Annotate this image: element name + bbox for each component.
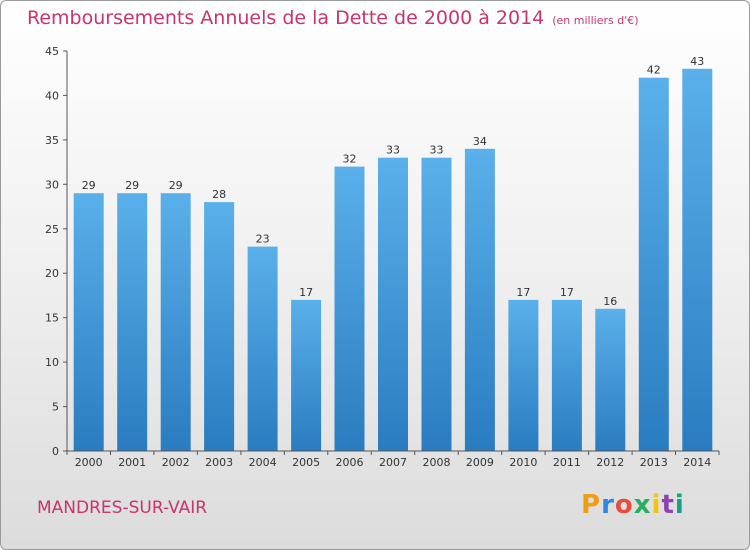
data-label-2003: 28 <box>212 188 226 201</box>
bar-2006 <box>334 166 365 451</box>
y-tick-label-25: 25 <box>45 223 59 236</box>
data-label-2010: 17 <box>516 286 530 299</box>
bar-2007 <box>378 157 408 451</box>
data-label-2008: 33 <box>430 144 444 157</box>
data-labels-group: 29 29 29 28 23 17 32 33 33 34 17 17 16 42 43 <box>82 55 705 308</box>
x-tick-label-2008: 2008 <box>423 456 451 469</box>
x-tick-label-2012: 2012 <box>596 456 624 469</box>
bar-2014 <box>682 68 713 452</box>
x-tick-label-2005: 2005 <box>292 456 320 469</box>
bars-group <box>73 68 713 452</box>
x-tick-label-2014: 2014 <box>683 456 711 469</box>
data-label-2002: 29 <box>169 179 183 192</box>
y-tick-label-30: 30 <box>45 178 59 191</box>
bar-2013 <box>638 77 669 451</box>
data-label-2009: 34 <box>473 135 487 148</box>
x-tick-label-2010: 2010 <box>509 456 537 469</box>
y-tick-label-10: 10 <box>45 356 59 369</box>
x-tick-label-2007: 2007 <box>379 456 407 469</box>
bar-2002 <box>160 193 191 451</box>
logo-letter: x <box>633 490 652 520</box>
axes-group: 2000 2001 2002 2003 2004 2005 2006 2007 2008 2009… <box>45 45 720 469</box>
data-label-2012: 16 <box>603 295 617 308</box>
bar-2010 <box>508 299 539 451</box>
proxiti-logo[interactable]: Proxiti <box>581 490 685 520</box>
y-tick-label-40: 40 <box>45 89 59 102</box>
x-tick-label-2009: 2009 <box>466 456 494 469</box>
bar-2000 <box>73 193 104 451</box>
x-tick-label-2000: 2000 <box>75 456 103 469</box>
logo-letter: i <box>651 490 662 520</box>
y-tick-label-20: 20 <box>45 267 59 280</box>
place-name: MANDRES-SUR-VAIR <box>37 498 208 518</box>
data-label-2005: 17 <box>299 286 313 299</box>
data-label-2014: 43 <box>690 55 704 68</box>
logo-letter: o <box>614 490 634 520</box>
data-label-2007: 33 <box>386 144 400 157</box>
y-tick-label-45: 45 <box>45 45 59 58</box>
logo-letter: i <box>674 490 685 520</box>
y-tick-label-0: 0 <box>52 445 59 458</box>
bar-2001 <box>117 193 148 451</box>
data-label-2006: 32 <box>343 153 357 166</box>
bar-2003 <box>204 202 235 451</box>
bar-2004 <box>247 246 278 451</box>
data-label-2001: 29 <box>125 179 139 192</box>
data-label-2013: 42 <box>647 64 661 77</box>
data-label-2000: 29 <box>82 179 96 192</box>
x-tick-label-2003: 2003 <box>205 456 233 469</box>
logo-letter: r <box>601 490 615 520</box>
bar-2008 <box>421 157 452 451</box>
chart-subtitle: (en milliers d'€) <box>552 14 639 27</box>
x-tick-label-2006: 2006 <box>336 456 364 469</box>
data-label-2011: 17 <box>560 286 574 299</box>
y-tick-label-35: 35 <box>45 134 59 147</box>
x-tick-label-2002: 2002 <box>162 456 190 469</box>
bar-2012 <box>595 308 626 451</box>
x-tick-label-2001: 2001 <box>118 456 146 469</box>
bar-2011 <box>551 299 582 451</box>
y-tick-label-15: 15 <box>45 312 59 325</box>
y-tick-label-5: 5 <box>52 401 59 414</box>
chart-title-text: Remboursements Annuels de la Dette de 20… <box>27 7 545 29</box>
x-tick-label-2013: 2013 <box>640 456 668 469</box>
x-tick-label-2004: 2004 <box>249 456 277 469</box>
x-tick-label-2011: 2011 <box>553 456 581 469</box>
chart-title: Remboursements Annuels de la Dette de 20… <box>27 7 639 29</box>
bar-2005 <box>291 299 322 451</box>
bar-2009 <box>464 148 495 452</box>
logo-letter: t <box>661 490 675 520</box>
data-label-2004: 23 <box>256 233 270 246</box>
logo-letter: P <box>581 490 602 520</box>
